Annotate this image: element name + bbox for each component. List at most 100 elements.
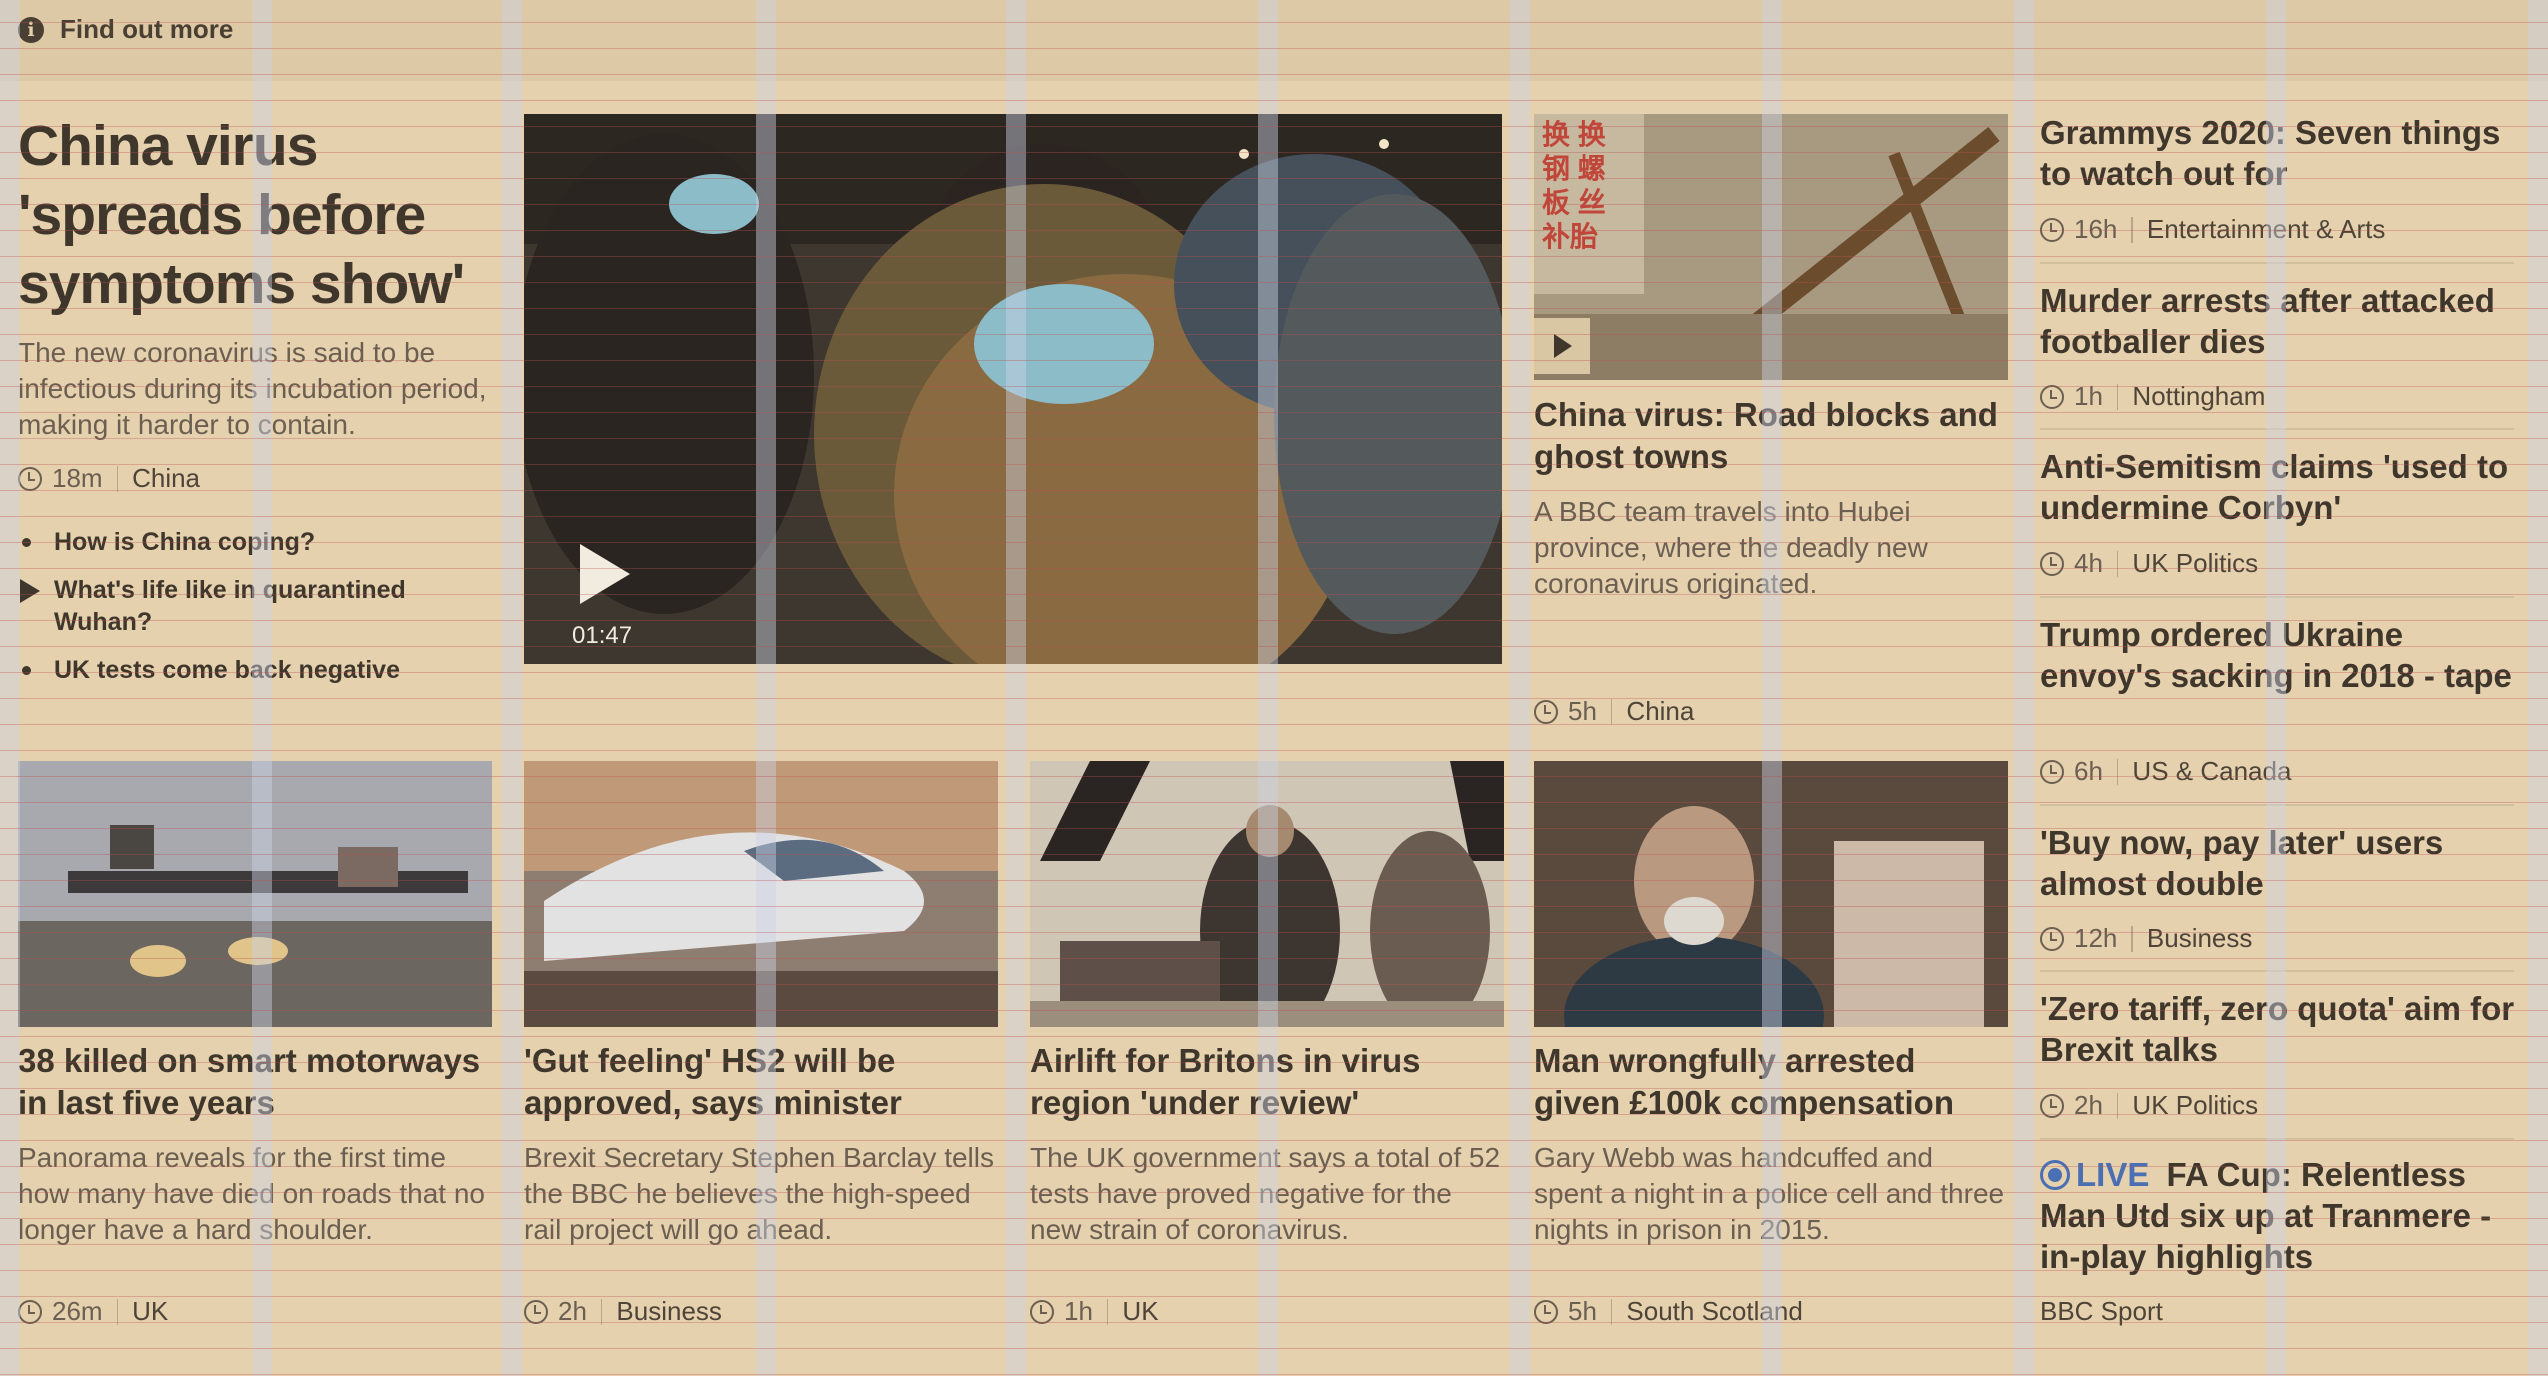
story-headline[interactable]: 'Gut feeling' HS2 will be approved, says… [524,1042,902,1121]
meta-separator [2116,550,2119,577]
video-duration: 01:47 [572,622,633,649]
feature-video[interactable]: 换 换 钢 螺 板 丝 补胎 [1534,114,2008,380]
story-image[interactable] [524,761,998,1027]
guide-line [0,100,2548,101]
timestamp: 4h [2074,548,2103,578]
story-image[interactable] [1534,761,2008,1027]
clock-icon [1534,1299,1558,1324]
sidebar-meta: 2h UK Politics [2040,1090,2258,1121]
motorway-image [18,761,492,1027]
meta-separator [1106,1298,1109,1325]
live-headline[interactable]: LIVE FA Cup: Relentless Man Utd six up a… [2040,1154,2520,1277]
guide-line [0,1348,2548,1349]
meta-separator [1610,698,1613,725]
clock-icon [2040,551,2064,576]
section-link[interactable]: UK Politics [2132,1090,2259,1120]
section-link[interactable]: UK [1122,1296,1159,1326]
section-link[interactable]: UK Politics [2132,548,2259,578]
meta-separator [2116,1092,2119,1119]
story-headline[interactable]: Man wrongfully arrested given £100k comp… [1534,1042,1954,1121]
clock-icon [2040,217,2064,242]
bullet-icon [22,666,31,675]
clock-icon [2040,759,2064,784]
play-icon[interactable] [580,544,630,604]
related-link-label: How is China coping? [54,528,316,556]
story-meta: 2h Business [524,1296,722,1327]
lead-video-image [524,114,1502,664]
sidebar-meta: 12h Business [2040,923,2252,954]
related-link[interactable]: How is China coping? [18,526,458,558]
section-link[interactable]: China [132,463,201,493]
timestamp: 16h [2074,214,2118,244]
top-bar [0,0,2548,81]
section-link[interactable]: China [1626,696,1695,726]
related-link[interactable]: What's life like in quarantined Wuhan? [18,574,458,638]
timestamp: 6h [2074,756,2103,786]
timestamp: 26m [52,1296,103,1326]
related-link[interactable]: UK tests come back negative [18,654,458,686]
guide-line [0,1296,2548,1297]
sidebar-headline[interactable]: Anti-Semitism claims 'used to undermine … [2040,448,2509,526]
clock-icon [2040,384,2064,409]
live-source[interactable]: BBC Sport [2040,1296,2163,1326]
guide-line [0,750,2548,751]
play-icon [20,579,40,603]
guide-line [0,698,2548,699]
sidebar-divider [2040,1138,2514,1140]
timestamp: 2h [558,1296,587,1326]
timestamp: 2h [2074,1090,2103,1120]
story-headline[interactable]: 38 killed on smart motorways in last fiv… [18,1042,481,1121]
story-meta: 26m UK [18,1296,168,1327]
timestamp: 5h [1568,1296,1597,1326]
story-summary: Panorama reveals for the first time how … [18,1142,485,1245]
section-link[interactable]: Business [616,1296,722,1326]
feature-meta: 5h China [1534,696,1694,727]
timestamp: 18m [52,463,103,493]
lead-meta: 18m China [18,463,200,494]
story-summary: Gary Webb was handcuffed and spent a nig… [1534,1142,2005,1245]
section-link[interactable]: US & Canada [2132,756,2292,786]
timestamp: 1h [1064,1296,1093,1326]
guide-line [0,724,2548,725]
sidebar-headline[interactable]: Grammys 2020: Seven things to watch out … [2040,114,2501,192]
train-image [524,761,998,1027]
sidebar-headline[interactable]: Murder arrests after attacked footballer… [2040,282,2495,360]
play-icon [1554,334,1572,358]
feature-image [1534,114,2008,380]
bullet-icon [22,538,31,547]
clock-icon [1534,699,1558,724]
story-headline[interactable]: Airlift for Britons in virus region 'und… [1030,1042,1421,1121]
meta-separator [2116,758,2119,785]
clock-icon [18,1299,42,1324]
clock-icon [2040,1093,2064,1118]
lead-summary: The new coronavirus is said to be infect… [18,337,487,440]
story-image[interactable] [1030,761,1504,1027]
sidebar-divider [2040,428,2514,430]
section-link[interactable]: UK [132,1296,169,1326]
feature-headline[interactable]: China virus: Road blocks and ghost towns [1534,396,1998,475]
timestamp: 5h [1568,696,1597,726]
story-meta: 5h South Scotland [1534,1296,1803,1327]
play-button[interactable] [1534,318,1590,374]
sidebar-headline[interactable]: Trump ordered Ukraine envoy's sacking in… [2040,616,2512,694]
sidebar-meta: 1h Nottingham [2040,381,2265,412]
clock-icon [2040,926,2064,951]
live-icon [2040,1160,2070,1190]
lead-headline[interactable]: China virus 'spreads before symptoms sho… [18,114,465,316]
sidebar-headline[interactable]: 'Zero tariff, zero quota' aim for Brexit… [2040,990,2515,1068]
sidebar-headline[interactable]: 'Buy now, pay later' users almost double [2040,824,2444,902]
live-label: LIVE [2076,1156,2150,1193]
lead-video[interactable]: 01:47 [524,114,1502,664]
story-meta: 1h UK [1030,1296,1159,1327]
section-link[interactable]: South Scotland [1626,1296,1803,1326]
section-link[interactable]: Nottingham [2132,381,2266,411]
meta-separator [2131,925,2133,952]
clock-icon [18,466,42,491]
meta-separator [116,1298,119,1325]
section-link[interactable]: Business [2146,923,2253,953]
section-link[interactable]: Entertainment & Arts [2146,214,2386,244]
sidebar-divider [2040,970,2514,972]
sidebar-meta: 4h UK Politics [2040,548,2258,579]
story-image[interactable] [18,761,492,1027]
find-out-more-link[interactable]: i Find out more [18,14,233,45]
